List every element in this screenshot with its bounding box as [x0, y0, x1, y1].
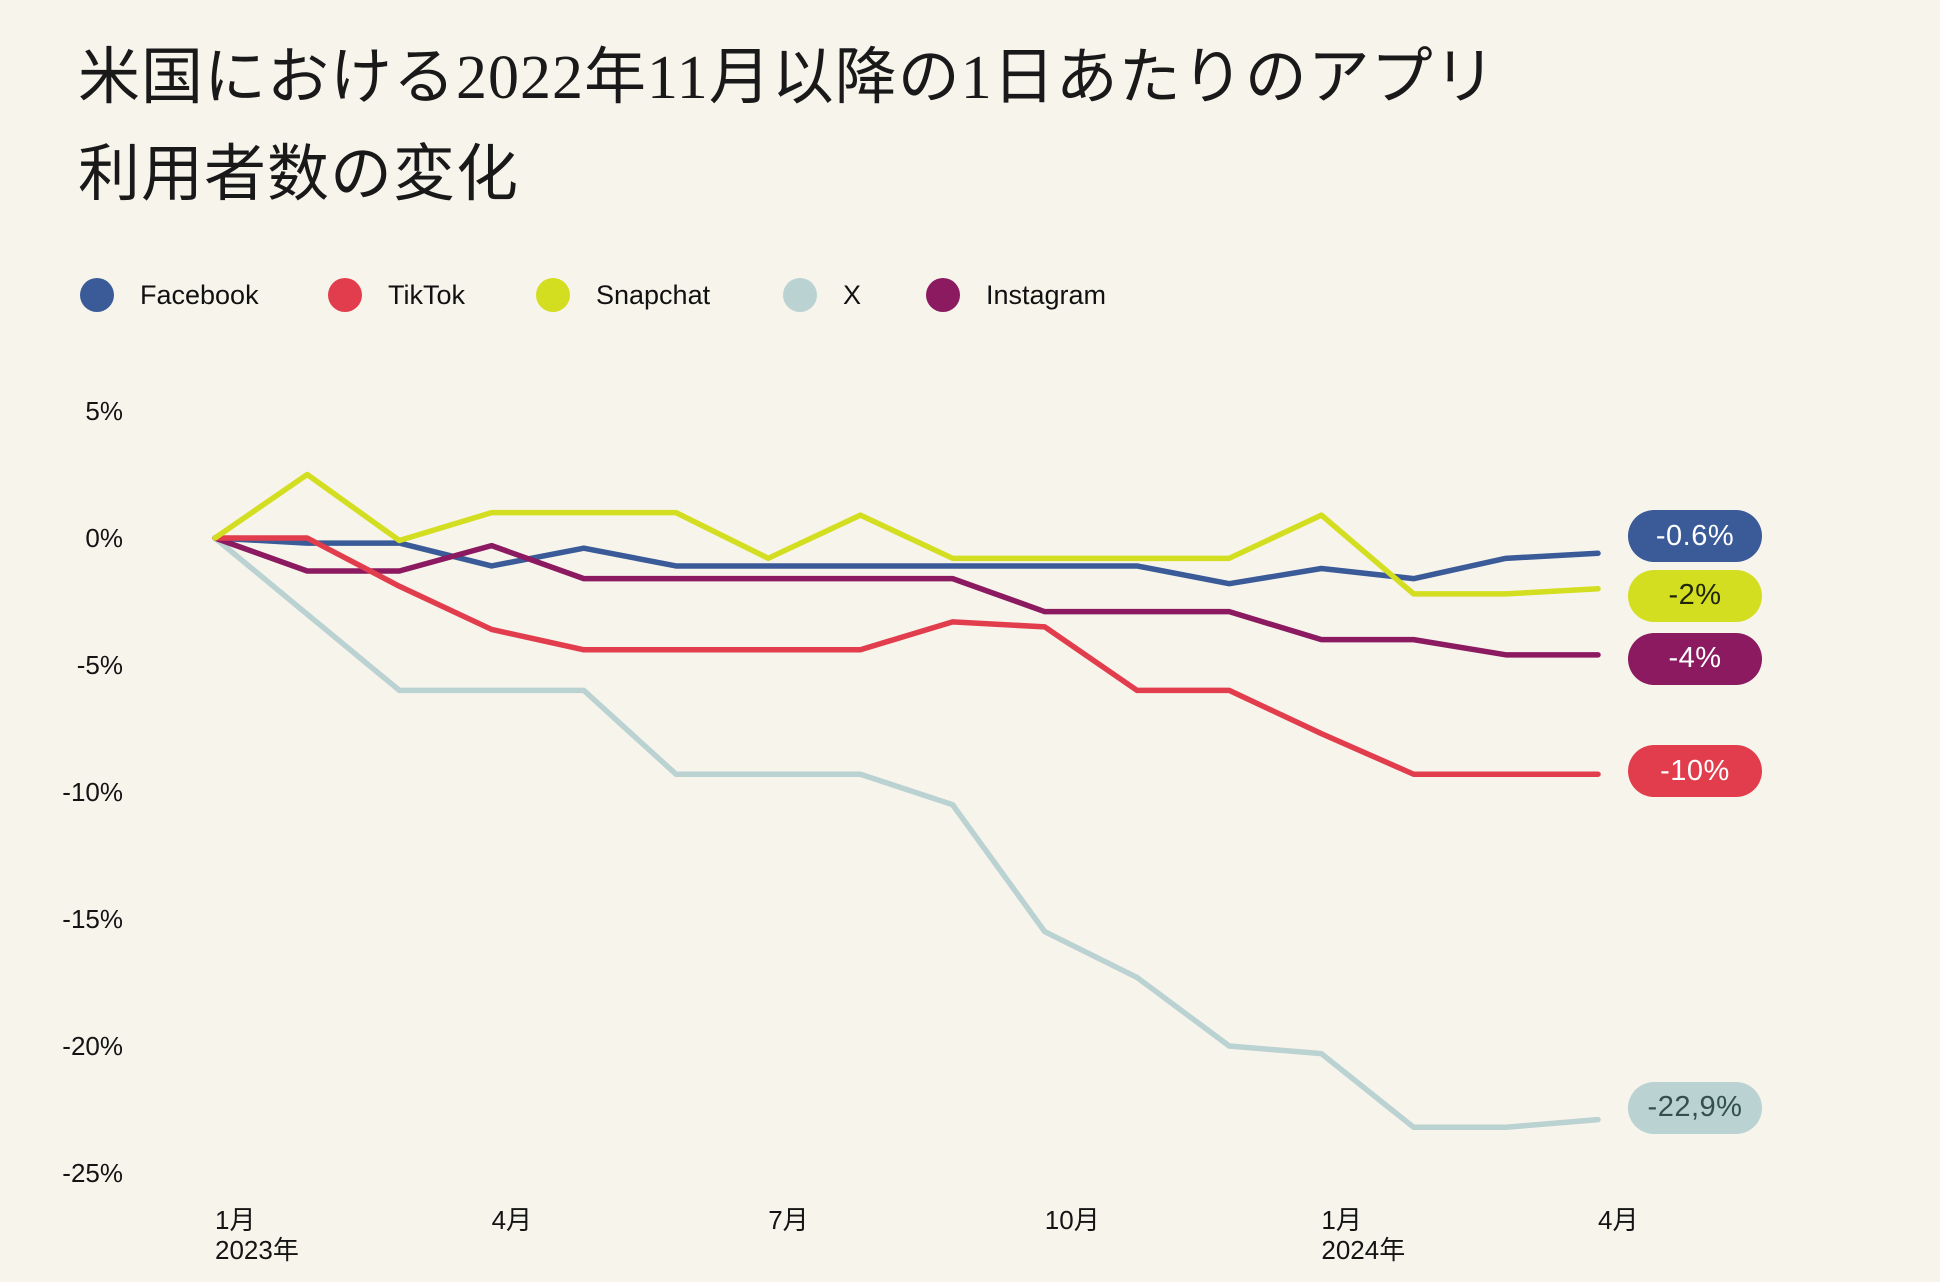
legend-dot-tiktok — [328, 278, 362, 312]
legend-item-facebook: Facebook — [80, 277, 259, 313]
x-tick-2023-07: 7月 — [768, 1205, 808, 1235]
legend-dot-facebook — [80, 278, 114, 312]
x-tick-month: 4月 — [491, 1205, 533, 1235]
x-tick-2024-01: 1月 2024年 — [1321, 1205, 1405, 1265]
legend-item-snapchat: Snapchat — [536, 277, 710, 313]
legend-label: Snapchat — [596, 279, 711, 310]
legend-item-instagram: Instagram — [926, 277, 1106, 313]
x-tick-year: 2024年 — [1321, 1235, 1406, 1265]
chart-title-line2: 利用者数の変化 — [78, 141, 520, 209]
x-tick-2024-04: 4月 — [1598, 1205, 1638, 1235]
x-tick-month: 1月 — [215, 1205, 256, 1235]
y-tick--25%: -25% — [62, 1158, 123, 1188]
legend-label: X — [843, 279, 862, 310]
legend-dot-instagram — [926, 278, 960, 312]
legend-label: TikTok — [388, 279, 466, 310]
y-tick--10%: -10% — [62, 777, 123, 807]
x-tick-month: 1月 — [1321, 1205, 1362, 1235]
legend-item-x: X — [783, 277, 861, 313]
series-line-tiktok — [212, 535, 1601, 777]
y-tick--15%: -15% — [62, 904, 123, 934]
y-tick-5%: 5% — [85, 396, 123, 426]
x-tick-month: 10月 — [1044, 1205, 1100, 1235]
end-value-badge-x: -22,9% — [1628, 1081, 1762, 1134]
legend-label: Facebook — [140, 279, 259, 310]
series-line-instagram — [212, 535, 1601, 658]
x-tick-month: 7月 — [768, 1205, 809, 1235]
legend: Facebook TikTok Snapchat X Instagram — [0, 277, 1940, 317]
y-tick--20%: -20% — [62, 1031, 123, 1061]
legend-dot-snapchat — [536, 278, 570, 312]
series-line-facebook — [212, 535, 1601, 587]
x-tick-year: 2023年 — [215, 1235, 299, 1265]
end-value-badge-tiktok: -10% — [1628, 745, 1762, 798]
end-value-badge-facebook: -0.6% — [1628, 510, 1762, 563]
end-value-badge-instagram: -4% — [1628, 632, 1762, 685]
x-tick-month: 4月 — [1598, 1205, 1639, 1235]
end-value-badge-snapchat: -2% — [1628, 569, 1762, 622]
x-tick-2023-04: 4月 — [492, 1205, 532, 1235]
x-tick-2023-01: 1月 2023年 — [215, 1205, 299, 1265]
series-line-x — [212, 535, 1601, 1131]
y-tick-0%: 0% — [85, 523, 123, 553]
legend-dot-x — [783, 278, 817, 312]
y-tick--5%: -5% — [76, 650, 123, 680]
chart-title: 米国における2022年11月以降の1日あたりのアプリ 利用者数の変化 — [78, 30, 1497, 224]
legend-item-tiktok: TikTok — [328, 277, 465, 313]
series-line-snapchat — [212, 471, 1601, 597]
legend-label: Instagram — [986, 279, 1107, 310]
chart-title-line1: 米国における2022年11月以降の1日あたりのアプリ — [78, 44, 1497, 112]
x-tick-2023-10: 10月 — [1045, 1205, 1100, 1235]
